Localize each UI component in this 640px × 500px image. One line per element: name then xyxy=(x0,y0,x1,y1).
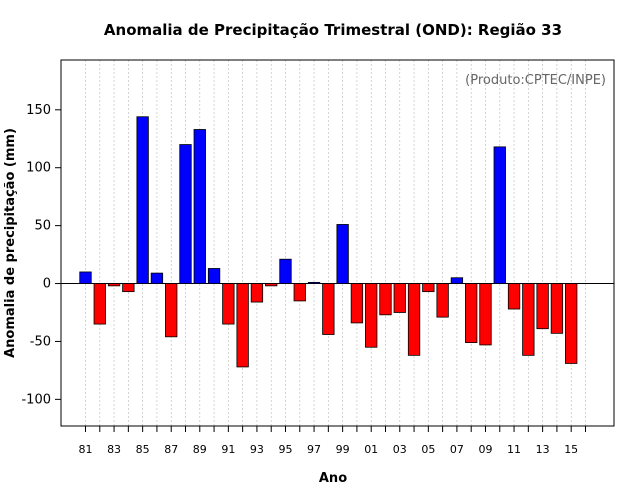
bar-1988 xyxy=(179,144,192,284)
x-tick-label: 89 xyxy=(193,443,207,456)
bar-2012 xyxy=(522,283,535,356)
x-tick-label: 81 xyxy=(79,443,93,456)
bar-2009 xyxy=(479,283,492,346)
x-tick-label: 05 xyxy=(421,443,435,456)
bar-1994 xyxy=(265,283,278,287)
bar-2010 xyxy=(493,146,506,284)
bar-1982 xyxy=(93,283,106,325)
x-tick-label: 83 xyxy=(107,443,121,456)
bar-2000 xyxy=(350,283,364,324)
credit-label: (Produto:CPTEC/INPE) xyxy=(465,73,606,88)
plot-frame xyxy=(60,59,615,427)
bar-2013 xyxy=(536,283,549,330)
y-tick-label: 150 xyxy=(26,103,51,118)
x-tick-label: 87 xyxy=(164,443,178,456)
bar-1997 xyxy=(307,281,321,284)
x-tick-label: 13 xyxy=(536,443,550,456)
bar-2003 xyxy=(393,283,406,313)
bar-1996 xyxy=(293,283,306,302)
x-tick-label: 09 xyxy=(478,443,492,456)
vertical-gridlines xyxy=(85,60,586,426)
bar-2014 xyxy=(550,283,564,334)
y-tick-label: 0 xyxy=(43,277,51,292)
bar-2015 xyxy=(565,283,578,364)
x-tick-label: 03 xyxy=(393,443,407,456)
y-tick-label: 50 xyxy=(34,219,51,234)
x-tick-label: 11 xyxy=(507,443,521,456)
x-tick-label: 99 xyxy=(336,443,350,456)
bar-1987 xyxy=(165,283,178,338)
bar-1990 xyxy=(207,268,221,284)
bar-1985 xyxy=(136,116,149,284)
bar-1992 xyxy=(236,283,249,368)
bar-1993 xyxy=(250,283,264,303)
bar-1999 xyxy=(336,224,349,284)
bar-1983 xyxy=(107,283,121,287)
x-axis-ticks: 81 83 85 87 89 91 93 95 97 99 01 03 05 07 09 11 13 15 xyxy=(79,426,586,456)
bar-2007 xyxy=(450,277,464,284)
chart-title: Anomalia de Precipitação Trimestral (OND… xyxy=(104,21,562,39)
bar-2011 xyxy=(507,283,521,310)
bar-series xyxy=(79,116,578,368)
bar-1989 xyxy=(193,129,206,284)
bar-2006 xyxy=(436,283,449,318)
y-tick-label: -100 xyxy=(21,392,51,407)
x-axis-label: Ano xyxy=(319,471,347,486)
x-tick-label: 15 xyxy=(564,443,578,456)
bar-1995 xyxy=(279,258,292,284)
x-tick-label: 07 xyxy=(450,443,464,456)
x-tick-label: 93 xyxy=(250,443,264,456)
bar-2005 xyxy=(422,283,435,293)
bar-1991 xyxy=(222,283,235,325)
y-tick-label: 100 xyxy=(26,161,51,176)
bar-1986 xyxy=(150,272,164,284)
bar-1998 xyxy=(322,283,335,335)
x-tick-label: 97 xyxy=(307,443,321,456)
bar-2004 xyxy=(407,283,421,356)
bar-1984 xyxy=(122,283,135,293)
bar-1981 xyxy=(79,271,92,284)
x-tick-label: 85 xyxy=(136,443,150,456)
bar-2001 xyxy=(365,283,378,348)
bar-2002 xyxy=(379,283,392,316)
y-axis-label: Anomalia de precipitação (mm) xyxy=(3,128,18,358)
x-tick-label: 91 xyxy=(221,443,235,456)
x-tick-label: 95 xyxy=(278,443,292,456)
bar-2008 xyxy=(465,283,478,344)
x-tick-label: 01 xyxy=(364,443,378,456)
y-tick-label: -50 xyxy=(30,334,51,349)
y-axis-ticks: -100 -50 0 50 100 150 xyxy=(21,103,61,407)
